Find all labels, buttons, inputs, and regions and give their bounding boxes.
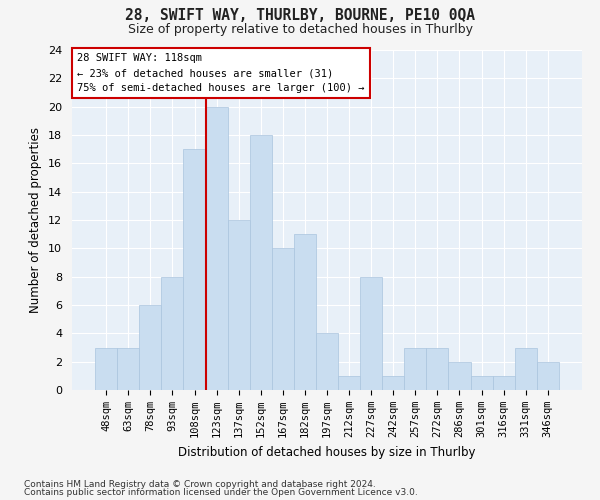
- Text: Size of property relative to detached houses in Thurlby: Size of property relative to detached ho…: [128, 22, 473, 36]
- Bar: [360, 276, 382, 390]
- Bar: [537, 362, 559, 390]
- Bar: [184, 149, 206, 390]
- Bar: [448, 362, 470, 390]
- Bar: [382, 376, 404, 390]
- Bar: [294, 234, 316, 390]
- X-axis label: Distribution of detached houses by size in Thurlby: Distribution of detached houses by size …: [178, 446, 476, 458]
- Bar: [493, 376, 515, 390]
- Bar: [161, 276, 184, 390]
- Bar: [316, 334, 338, 390]
- Bar: [427, 348, 448, 390]
- Bar: [117, 348, 139, 390]
- Bar: [515, 348, 537, 390]
- Bar: [206, 106, 227, 390]
- Text: 28 SWIFT WAY: 118sqm
← 23% of detached houses are smaller (31)
75% of semi-detac: 28 SWIFT WAY: 118sqm ← 23% of detached h…: [77, 54, 365, 93]
- Bar: [404, 348, 427, 390]
- Bar: [338, 376, 360, 390]
- Bar: [95, 348, 117, 390]
- Y-axis label: Number of detached properties: Number of detached properties: [29, 127, 43, 313]
- Text: Contains HM Land Registry data © Crown copyright and database right 2024.: Contains HM Land Registry data © Crown c…: [24, 480, 376, 489]
- Text: Contains public sector information licensed under the Open Government Licence v3: Contains public sector information licen…: [24, 488, 418, 497]
- Bar: [470, 376, 493, 390]
- Bar: [139, 305, 161, 390]
- Bar: [250, 135, 272, 390]
- Bar: [272, 248, 294, 390]
- Text: 28, SWIFT WAY, THURLBY, BOURNE, PE10 0QA: 28, SWIFT WAY, THURLBY, BOURNE, PE10 0QA: [125, 8, 475, 22]
- Bar: [227, 220, 250, 390]
